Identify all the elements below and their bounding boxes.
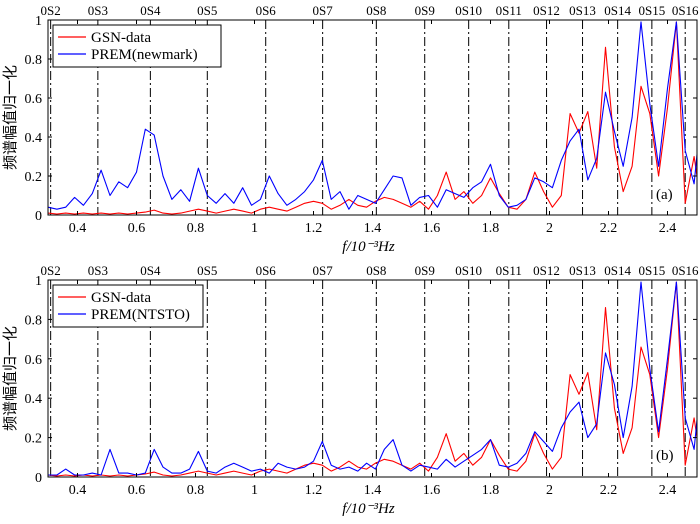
mode-label: 0S2 (41, 263, 61, 278)
x-tick-label: 1.4 (364, 483, 382, 498)
x-tick-label: 2 (546, 221, 553, 236)
mode-label: 0S4 (140, 3, 161, 18)
mode-label: 0S12 (533, 263, 560, 278)
mode-label: 0S9 (415, 3, 435, 18)
y-tick-label: 0 (35, 209, 42, 224)
mode-label: 0S9 (415, 263, 435, 278)
x-tick-label: 1.2 (305, 221, 323, 236)
x-tick-label: 2.4 (659, 483, 677, 498)
x-tick-label: 0.8 (187, 221, 205, 236)
y-axis-label: 频谱幅值归一化 (1, 65, 19, 170)
x-tick-label: 1.6 (423, 483, 441, 498)
mode-label: 0S6 (256, 263, 277, 278)
mode-label: 0S13 (569, 3, 596, 18)
mode-label: 0S7 (313, 3, 334, 18)
x-axis-label: f/10⁻³Hz (342, 239, 395, 255)
y-tick-label: 1 (35, 14, 42, 29)
mode-label: 0S10 (455, 3, 482, 18)
x-tick-label: 1.8 (482, 483, 500, 498)
legend-label: GSN-data (91, 290, 151, 306)
mode-label: 0S10 (455, 263, 482, 278)
x-tick-label: 1 (251, 221, 258, 236)
mode-label: 0S5 (197, 263, 217, 278)
mode-label: 0S8 (366, 3, 386, 18)
mode-label: 0S11 (496, 3, 522, 18)
mode-label: 0S3 (88, 3, 108, 18)
mode-label: 0S14 (604, 263, 631, 278)
y-tick-label: 0 (35, 471, 42, 486)
y-tick-label: 1 (35, 274, 42, 289)
mode-label: 0S7 (313, 263, 334, 278)
panel-label: (a) (656, 187, 673, 203)
series-line-gsn-data (47, 21, 698, 215)
mode-label: 0S15 (638, 263, 665, 278)
y-axis-label: 频谱幅值归一化 (1, 326, 19, 431)
x-tick-label: 0.6 (128, 221, 146, 236)
x-tick-label: 1 (251, 483, 258, 498)
mode-label: 0S3 (88, 263, 108, 278)
y-tick-label: 0.2 (25, 170, 43, 185)
panel-label: (b) (656, 448, 674, 464)
mode-label: 0S5 (197, 3, 217, 18)
legend-box (52, 284, 204, 328)
y-tick-label: 0.8 (25, 53, 43, 68)
mode-label: 0S4 (140, 263, 161, 278)
mode-label: 0S8 (366, 263, 386, 278)
x-axis-label: f/10⁻³Hz (342, 501, 395, 517)
x-tick-label: 1.8 (482, 221, 500, 236)
x-tick-label: 1.4 (364, 221, 382, 236)
x-tick-label: 2 (546, 483, 553, 498)
y-tick-label: 0.8 (25, 313, 43, 328)
x-tick-label: 2.2 (600, 483, 618, 498)
y-tick-label: 0.6 (25, 92, 43, 107)
legend-label: PREM(newmark) (91, 47, 198, 63)
chart-panel-a: 0S2 0S3 0S4 0S5 0S6 0S7 0S8 0S9 0S10 0S11 0S12 0S13… (1, 3, 699, 255)
mode-label: 0S6 (256, 3, 277, 18)
mode-label: 0S15 (638, 3, 665, 18)
x-tick-label: 0.8 (187, 483, 205, 498)
mode-label: 0S14 (604, 3, 631, 18)
chart-panel-b: 0S2 0S3 0S4 0S5 0S6 0S7 0S8 0S9 0S10 0S11 0S12 0S13… (1, 263, 699, 517)
x-tick-label: 0.4 (69, 483, 87, 498)
x-tick-label: 0.6 (128, 483, 146, 498)
series-line-prem (47, 21, 698, 210)
legend-box (52, 24, 222, 68)
x-tick-label: 1.6 (423, 221, 441, 236)
mode-label: 0S16 (672, 3, 699, 18)
mode-label: 0S13 (569, 263, 596, 278)
legend-label: GSN-data (91, 30, 151, 46)
x-tick-label: 2.2 (600, 221, 618, 236)
mode-label: 0S16 (672, 263, 699, 278)
y-tick-label: 0.6 (25, 353, 43, 368)
y-tick-label: 0.4 (25, 131, 43, 146)
y-tick-label: 0.4 (25, 392, 43, 407)
x-tick-label: 0.4 (69, 221, 87, 236)
x-tick-label: 1.2 (305, 483, 323, 498)
mode-label: 0S12 (533, 3, 560, 18)
legend-label: PREM(NTSTO) (91, 307, 190, 323)
y-tick-label: 0.2 (25, 432, 43, 447)
x-tick-label: 2.4 (659, 221, 677, 236)
series-line-gsn-data (47, 281, 698, 477)
series-line-prem (48, 281, 698, 476)
mode-label: 0S2 (41, 3, 61, 18)
mode-label: 0S11 (496, 263, 522, 278)
